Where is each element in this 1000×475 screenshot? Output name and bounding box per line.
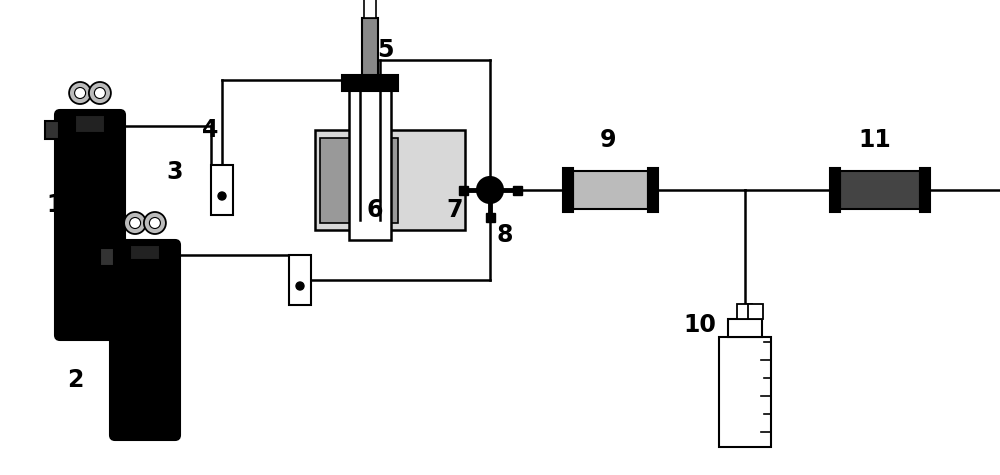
Bar [512, 186, 522, 194]
Text: 7: 7 [447, 198, 463, 222]
Bar [748, 304, 763, 319]
Bar [920, 168, 930, 212]
Bar [840, 171, 920, 209]
Circle shape [69, 82, 91, 104]
Circle shape [149, 218, 160, 228]
Circle shape [218, 192, 226, 200]
Text: 10: 10 [684, 313, 716, 337]
Bar [100, 248, 114, 266]
Bar [320, 137, 398, 222]
Text: 9: 9 [600, 128, 616, 152]
Bar [562, 168, 572, 212]
Bar [211, 165, 233, 215]
Bar [486, 212, 494, 221]
Circle shape [477, 177, 503, 203]
Bar [315, 130, 465, 230]
Bar [737, 304, 752, 319]
Text: 4: 4 [202, 118, 218, 142]
Circle shape [144, 212, 166, 234]
Bar [830, 168, 840, 212]
Bar [349, 75, 391, 240]
Text: 6: 6 [367, 198, 383, 222]
Circle shape [130, 218, 141, 228]
Circle shape [124, 212, 146, 234]
Text: 11: 11 [859, 128, 891, 152]
Bar [364, 0, 376, 18]
Circle shape [75, 87, 86, 98]
Text: 3: 3 [167, 160, 183, 184]
Bar [458, 186, 468, 194]
Bar [289, 255, 311, 305]
Bar [45, 121, 59, 139]
Circle shape [296, 282, 304, 290]
Bar [130, 245, 160, 260]
Bar [572, 171, 648, 209]
Circle shape [94, 87, 105, 98]
Circle shape [89, 82, 111, 104]
Bar [342, 75, 398, 91]
Text: 1: 1 [47, 193, 63, 217]
Bar [648, 168, 658, 212]
Text: 5: 5 [377, 38, 393, 62]
FancyBboxPatch shape [55, 110, 125, 340]
Bar [728, 319, 762, 337]
Bar [75, 115, 105, 133]
Bar [362, 18, 378, 75]
Bar [719, 337, 771, 447]
Text: 2: 2 [67, 368, 83, 392]
FancyBboxPatch shape [110, 240, 180, 440]
Text: 8: 8 [497, 223, 513, 247]
